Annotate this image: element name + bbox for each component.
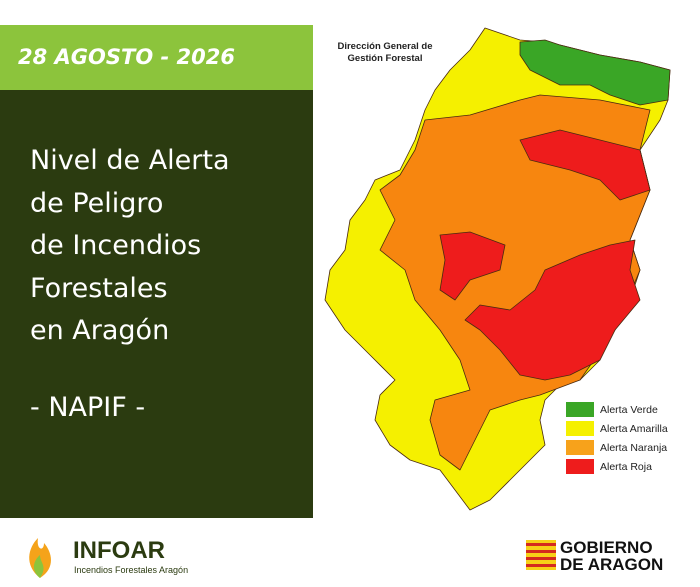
source-line: Dirección General de bbox=[337, 41, 432, 52]
title-panel: Nivel de Alerta de Peligro de Incendios … bbox=[0, 90, 313, 518]
infoar-logo: INFOAR Incendios Forestales Aragón bbox=[29, 537, 188, 578]
legend-label: Alerta Amarilla bbox=[600, 423, 668, 435]
gov-line: DE ARAGON bbox=[560, 555, 663, 574]
gobierno-logo: GOBIERNO DE ARAGON bbox=[526, 538, 663, 574]
title: Nivel de Alerta de Peligro de Incendios … bbox=[30, 140, 230, 353]
title-line: Nivel de Alerta bbox=[30, 145, 230, 176]
title-line: de Incendios bbox=[30, 230, 202, 261]
legend-label: Alerta Roja bbox=[600, 461, 652, 473]
date-bar: 28 AGOSTO - 2026 bbox=[0, 25, 313, 90]
zone-red bbox=[439, 231, 506, 301]
legend-swatch bbox=[566, 459, 594, 474]
subtitle: - NAPIF - bbox=[30, 392, 146, 423]
zone-red bbox=[519, 129, 651, 201]
leaf-icon bbox=[33, 555, 44, 578]
legend: Alerta Verde Alerta Amarilla Alerta Naranj… bbox=[566, 402, 668, 474]
title-line: Forestales bbox=[30, 272, 168, 304]
infoar-tagline: Incendios Forestales Aragón bbox=[74, 565, 188, 575]
legend-label: Alerta Verde bbox=[600, 404, 658, 416]
title-line: en Aragón bbox=[30, 315, 170, 346]
zone-red bbox=[464, 239, 641, 381]
source-line: Gestión Forestal bbox=[348, 53, 423, 64]
zone-green bbox=[519, 39, 671, 106]
map bbox=[324, 27, 671, 511]
infoar-name: INFOAR bbox=[73, 537, 165, 564]
flag-stripe bbox=[526, 564, 556, 567]
flag-stripe bbox=[526, 557, 556, 560]
legend-label: Alerta Naranja bbox=[600, 442, 667, 454]
flag-stripe bbox=[526, 543, 556, 546]
legend-swatch bbox=[566, 402, 594, 417]
date: 28 AGOSTO - 2026 bbox=[18, 45, 235, 69]
gov-line: GOBIERNO bbox=[560, 538, 653, 557]
title-line: de Peligro bbox=[30, 187, 164, 219]
zone-orange bbox=[379, 94, 651, 471]
legend-swatch bbox=[566, 421, 594, 436]
legend-swatch bbox=[566, 440, 594, 455]
flag-stripe bbox=[526, 550, 556, 553]
